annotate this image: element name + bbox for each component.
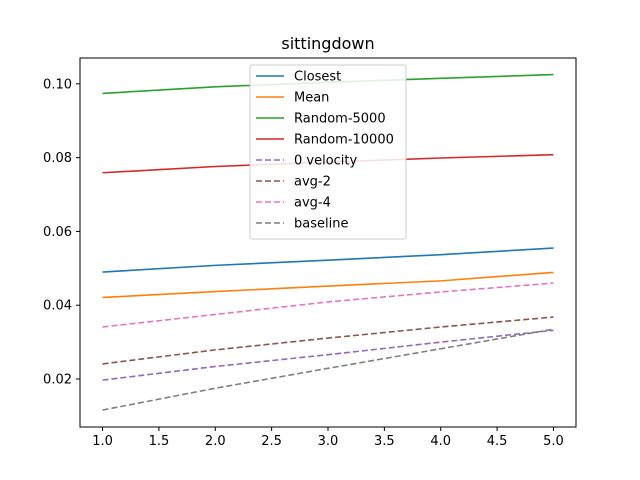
legend-entry: avg-2	[256, 175, 331, 190]
legend-entry: 0 velocity	[256, 154, 358, 169]
legend-entry: Random-10000	[256, 133, 394, 148]
y-tick-label: 0.02	[43, 373, 72, 388]
x-tick-label: 2.0	[205, 434, 226, 449]
x-tick-label: 3.0	[318, 434, 339, 449]
legend-label: baseline	[294, 217, 348, 232]
x-tick-label: 5.0	[543, 434, 564, 449]
chart-title: sittingdown	[281, 34, 374, 53]
series-line-avg-2	[102, 316, 554, 365]
series-line-closest	[102, 247, 554, 273]
x-tick-label: 2.5	[261, 434, 282, 449]
series-line-mean	[102, 271, 554, 299]
y-axis: 0.02 0.04 0.06 0.08 0.10	[43, 77, 80, 388]
legend-entry: Random-5000	[256, 112, 386, 127]
legend-label: avg-2	[294, 175, 331, 190]
legend-entry: baseline	[256, 217, 348, 232]
y-tick-label: 0.04	[43, 299, 72, 314]
x-tick-label: 3.5	[374, 434, 395, 449]
x-tick-label: 1.5	[149, 434, 170, 449]
legend: Closest Mean Random-5000 Random-10000 0 velo…	[249, 64, 407, 240]
series-line-avg-4	[102, 282, 554, 328]
legend-entry: Mean	[256, 91, 329, 106]
series-line-baseline	[102, 328, 554, 411]
x-axis: 1.0 1.5 2.0 2.5 3.0 3.5 4.0 4.5 5.0	[92, 427, 564, 449]
y-tick-label: 0.06	[43, 225, 72, 240]
legend-label: Closest	[294, 70, 341, 85]
y-tick-label: 0.10	[43, 77, 72, 92]
legend-entry: Closest	[256, 70, 341, 85]
legend-label: Random-10000	[294, 133, 394, 148]
legend-entry: avg-4	[256, 196, 331, 211]
legend-box	[249, 64, 407, 240]
legend-label: avg-4	[294, 196, 331, 211]
x-tick-label: 4.0	[430, 434, 451, 449]
x-tick-label: 4.5	[487, 434, 508, 449]
legend-label: Mean	[294, 91, 329, 106]
legend-label: Random-5000	[294, 112, 386, 127]
legend-label: 0 velocity	[294, 154, 358, 169]
series-layer	[102, 73, 554, 411]
y-tick-label: 0.08	[43, 151, 72, 166]
x-tick-label: 1.0	[92, 434, 113, 449]
series-line-0-velocity	[102, 329, 554, 381]
